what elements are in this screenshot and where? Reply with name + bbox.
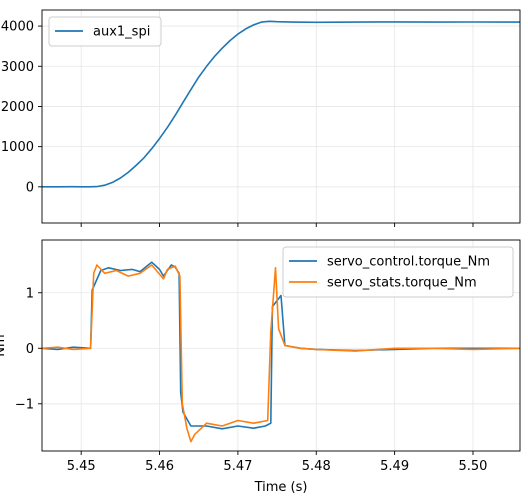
- series-line-aux1_spi: [42, 20, 520, 188]
- y-tick-label: 1: [26, 286, 34, 301]
- y-axis-label: Nm: [0, 334, 8, 356]
- series-group: [42, 20, 520, 188]
- x-tick-label: 5.46: [145, 459, 174, 474]
- legend-box: [48, 16, 162, 47]
- x-axis-label: Time (s): [254, 480, 308, 495]
- legend-label: servo_stats.torque_Nm: [327, 276, 477, 291]
- bottom-panel: −1 0 1 5.45 5.46 5.47 5.48 5.49 5.50 Time (s) Nm se…: [0, 239, 521, 495]
- legend: aux1_spi: [48, 16, 162, 47]
- legend: servo_control.torque_Nm servo_stats.torqu…: [282, 246, 514, 298]
- y-tick-label: 4000: [1, 20, 34, 35]
- legend-label: servo_control.torque_Nm: [327, 255, 490, 270]
- y-tick-label: −1: [15, 397, 34, 412]
- series-line-servo_stats.torque_Nm: [42, 264, 520, 443]
- x-tick-label: 5.47: [223, 459, 252, 474]
- legend-label: aux1_spi: [93, 25, 150, 40]
- top-panel: 0 1000 2000 3000 4000 aux1_spi: [1, 9, 521, 227]
- y-tick-label: 1000: [1, 140, 34, 155]
- x-tick-label: 5.50: [459, 459, 488, 474]
- x-tick-label: 5.48: [302, 459, 331, 474]
- legend-box: [282, 246, 514, 298]
- axes-frame: [41, 9, 521, 224]
- y-tick-label: 2000: [1, 100, 34, 115]
- axes-frame: [41, 239, 521, 452]
- y-tick-label: 0: [26, 342, 34, 357]
- x-tick-label: 5.45: [67, 459, 96, 474]
- series-group: [42, 261, 520, 443]
- y-tick-label: 3000: [1, 60, 34, 75]
- x-tick-label: 5.49: [380, 459, 409, 474]
- y-tick-label: 0: [26, 180, 34, 195]
